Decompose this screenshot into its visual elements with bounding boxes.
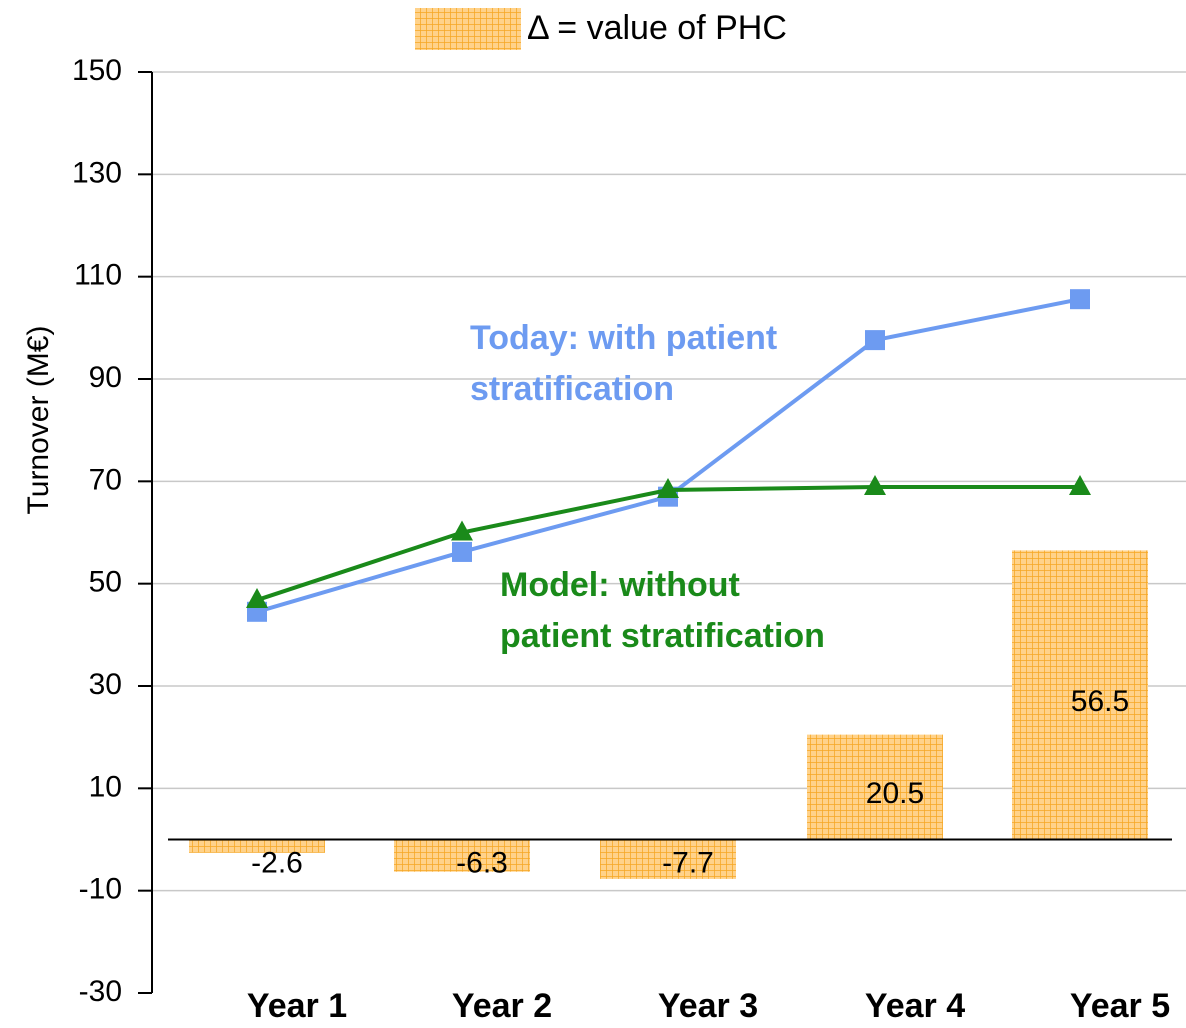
data-label: -6.3 <box>456 846 508 879</box>
annotation: patient stratification <box>500 617 825 655</box>
marker <box>864 474 886 495</box>
y-tick-label: -10 <box>79 873 122 906</box>
marker <box>1070 289 1090 310</box>
bar <box>807 734 943 840</box>
marker <box>246 588 268 609</box>
legend-swatch <box>415 8 521 50</box>
bar <box>189 839 325 853</box>
y-tick-label: -30 <box>79 975 122 1008</box>
marker <box>865 330 885 351</box>
y-tick-label: 10 <box>89 770 122 803</box>
marker <box>657 478 679 499</box>
x-tick-label: Year 3 <box>658 987 758 1025</box>
y-tick-label: 150 <box>72 54 122 87</box>
annotation: Today: with patient <box>470 319 777 357</box>
data-label: -7.7 <box>662 846 714 879</box>
x-tick-label: Year 2 <box>452 987 552 1025</box>
data-label: 56.5 <box>1071 685 1129 718</box>
x-tick-label: Year 4 <box>865 987 965 1025</box>
marker <box>451 520 473 541</box>
bar <box>1012 550 1148 840</box>
annotation: stratification <box>470 370 674 408</box>
bar <box>600 839 736 879</box>
legend-label: Δ = value of PHC <box>527 9 787 47</box>
y-axis-label: Turnover (M€) <box>22 326 55 515</box>
marker <box>1069 474 1091 495</box>
annotation: Model: without <box>500 566 740 604</box>
y-tick-label: 110 <box>74 259 122 292</box>
x-tick-label: Year 5 <box>1070 987 1170 1025</box>
marker <box>452 541 472 562</box>
y-tick-label: 70 <box>89 463 122 496</box>
x-tick-label: Year 1 <box>247 987 347 1025</box>
y-tick-label: 50 <box>89 566 122 599</box>
data-label: -2.6 <box>251 846 303 879</box>
bar <box>394 839 530 872</box>
y-tick-label: 30 <box>89 668 122 701</box>
data-label: 20.5 <box>866 777 924 810</box>
y-tick-label: 90 <box>89 361 122 394</box>
y-tick-label: 130 <box>72 156 122 189</box>
